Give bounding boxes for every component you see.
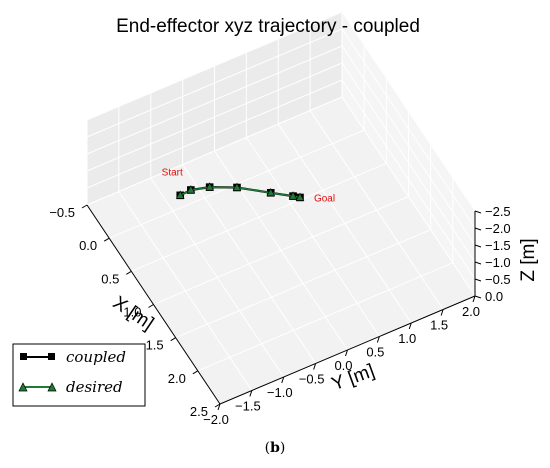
y-tick — [440, 309, 444, 316]
grid-line-z — [86, 28, 476, 229]
x-tick-label: 1.5 — [146, 338, 164, 353]
caption-label: b — [270, 440, 280, 456]
z-tick — [474, 244, 482, 248]
x-tick — [148, 304, 154, 308]
trajectory-annotations: Start Goal — [162, 167, 335, 204]
x-tick — [81, 204, 88, 209]
y-tick — [313, 363, 317, 370]
x-tick — [103, 237, 110, 242]
x-tick-label: 1.0 — [123, 305, 141, 320]
z-tick-label: −0.5 — [485, 272, 511, 287]
legend-coupled-marker-right — [48, 353, 55, 360]
z-tick — [474, 295, 482, 299]
desired-marker — [232, 182, 242, 191]
y-tick-label: 0.5 — [366, 345, 384, 360]
legend-box — [12, 343, 146, 407]
z-tick-label: −1.5 — [485, 238, 511, 253]
figure-caption: (b) — [0, 440, 550, 456]
y-tick-label: 2.0 — [462, 304, 480, 319]
z-tick-label: 0.0 — [485, 289, 503, 304]
z-tick — [474, 261, 482, 265]
legend-coupled-marker-left — [20, 353, 27, 360]
chart-title: End-effector xyz trajectory - coupled — [116, 16, 420, 37]
grid-line-z — [86, 62, 476, 263]
z-tick-label: −2.5 — [485, 204, 511, 219]
desired-marker — [288, 191, 298, 200]
x-tick-label: 2.0 — [168, 371, 186, 386]
tick-labels: −0.50.00.51.01.52.02.5−2.0−1.5−1.0−0.50.… — [49, 204, 510, 427]
desired-marker — [186, 185, 196, 194]
legend-desired-marker-left — [18, 382, 28, 392]
desired-marker — [175, 190, 185, 199]
y-tick-label: −1.5 — [235, 399, 261, 414]
y-tick-label: −0.5 — [299, 372, 325, 387]
grid-line-z — [86, 79, 476, 280]
y-tick — [281, 376, 285, 384]
goal-annotation: Goal — [314, 193, 335, 204]
grid-line-z — [86, 11, 476, 212]
y-tick-label: 1.0 — [398, 331, 416, 346]
trajectory-series — [175, 182, 305, 202]
caption-open-paren: ( — [264, 440, 271, 456]
y-tick — [472, 295, 476, 303]
y-tick — [376, 336, 380, 343]
y-tick — [249, 390, 253, 397]
y-tick-label: 1.5 — [430, 318, 448, 333]
x-tick-label: 2.5 — [190, 404, 208, 419]
z-tick — [474, 278, 482, 282]
grid-line-z — [86, 45, 476, 246]
x-tick — [170, 337, 176, 342]
z-tick-label: −1.0 — [485, 255, 511, 270]
y-tick-label: 0.0 — [334, 358, 352, 373]
y-tick — [408, 322, 412, 330]
x-tick-label: 0.5 — [101, 271, 119, 286]
x-tick-label: 0.0 — [79, 238, 97, 253]
y-tick-label: −1.0 — [267, 385, 293, 400]
x-tick — [214, 403, 221, 408]
desired-marker — [295, 192, 305, 201]
legend-desired-label: desired — [66, 378, 123, 396]
z-tick — [474, 227, 482, 231]
y-tick-label: −2.0 — [203, 412, 229, 427]
x-tick-label: −0.5 — [49, 205, 75, 220]
axes-edges — [81, 204, 482, 411]
z-tick — [474, 210, 482, 214]
grid-line-z — [86, 96, 476, 297]
y-tick — [217, 403, 221, 411]
z-axis-label: Z [m] — [518, 238, 539, 281]
desired-marker — [266, 187, 276, 197]
z-tick-label: −2.0 — [485, 221, 511, 236]
legend-coupled-label: coupled — [66, 348, 126, 366]
y-tick — [345, 349, 348, 357]
caption-close-paren: ) — [279, 440, 286, 456]
legend: coupled desired — [12, 343, 146, 407]
start-annotation: Start — [162, 167, 183, 178]
legend-desired-marker-right — [47, 382, 57, 392]
series-desired — [175, 182, 305, 201]
x-tick — [192, 370, 199, 375]
desired-marker — [205, 182, 214, 191]
x-tick — [126, 270, 132, 275]
